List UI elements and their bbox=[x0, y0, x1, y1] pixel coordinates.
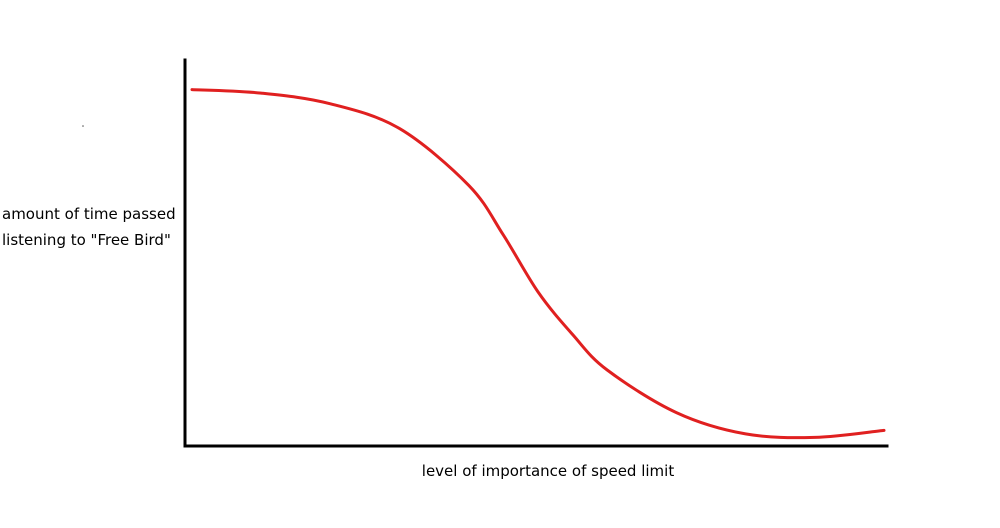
series-layer bbox=[190, 88, 886, 440]
axes bbox=[183, 58, 889, 448]
stray-dot bbox=[82, 125, 84, 127]
y-axis-label-line-2: listening to "Free Bird" bbox=[2, 231, 171, 249]
x-axis-label: level of importance of speed limit bbox=[422, 462, 675, 480]
y-axis-label-line-1: amount of time passed bbox=[2, 205, 176, 223]
y-axis-label: amount of time passed listening to "Free… bbox=[2, 204, 181, 249]
series-line-0 bbox=[190, 88, 886, 440]
